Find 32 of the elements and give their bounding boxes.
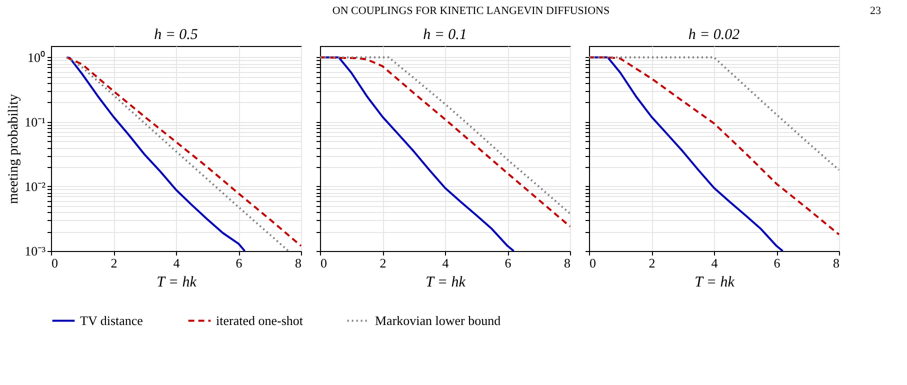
legend-label: TV distance [80, 312, 144, 328]
y-tick-label: 10⁻¹ [24, 114, 46, 130]
line-series [66, 56, 246, 252]
x-tick-label: 4 [442, 256, 450, 270]
legend-label: Markovian lower bound [375, 312, 502, 328]
x-tick-label: 0 [320, 256, 327, 270]
x-axis-title: T = hk [426, 274, 466, 290]
y-tick-label: 10⁰ [28, 50, 46, 65]
x-tick-label: 2 [648, 256, 656, 270]
y-tick-label: 10⁻² [24, 178, 46, 194]
y-axis-title: meeting probability [6, 94, 22, 204]
x-tick-label: 8 [295, 256, 302, 270]
x-tick-label: 6 [774, 256, 781, 270]
x-tick-label: 0 [590, 256, 596, 270]
x-tick-label: 2 [110, 256, 118, 270]
x-axis-title: T = hk [694, 274, 735, 290]
legend-label: iterated one-shot [216, 312, 304, 328]
x-tick-label: 8 [564, 256, 570, 270]
x-tick-label: 4 [173, 256, 180, 270]
x-tick-label: 6 [504, 256, 512, 270]
x-tick-label: 4 [711, 256, 718, 270]
x-tick-label: 8 [833, 256, 840, 270]
y-tick-label: 10⁻³ [24, 244, 46, 258]
chart-title: h = 0.5 [154, 27, 198, 43]
x-axis-title: T = hk [156, 274, 197, 290]
x-tick-label: 2 [380, 256, 386, 270]
text: ON COUPLINGS FOR KINETIC LANGEVIN DIFFUSIONS [332, 5, 610, 17]
text: 23 [870, 5, 882, 17]
chart-title: h = 0.1 [423, 27, 467, 43]
chart-title: h = 0.02 [688, 27, 740, 43]
x-tick-label: 6 [236, 256, 243, 270]
x-tick-label: 0 [52, 256, 58, 270]
